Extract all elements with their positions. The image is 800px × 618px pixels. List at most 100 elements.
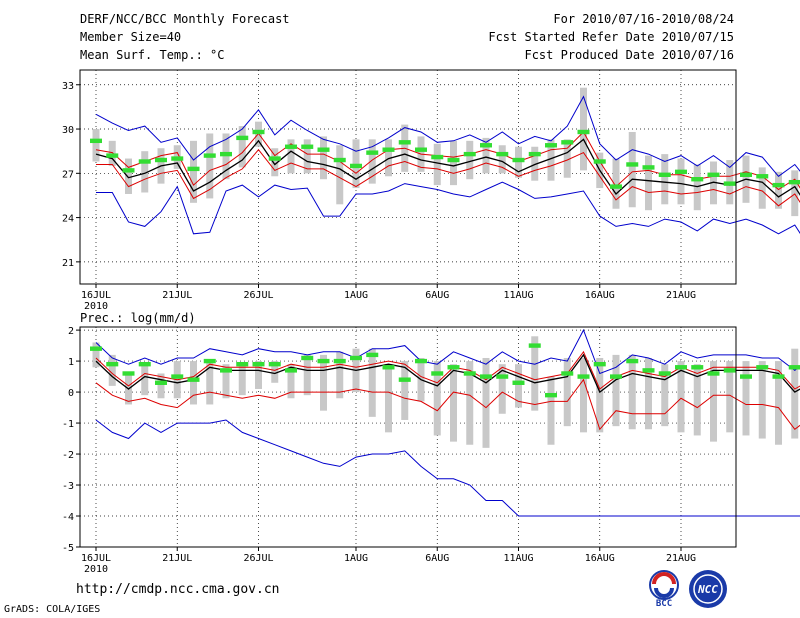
- prec-ytick-label: 2: [68, 326, 74, 337]
- temp-plot-frame: [79, 69, 737, 285]
- temp-median-marker: [740, 172, 752, 177]
- prec-median-marker: [561, 371, 574, 376]
- temp-median-marker: [203, 153, 216, 158]
- temp-spread-box: [791, 170, 799, 217]
- prec-spread-box: [628, 354, 636, 430]
- prec-xtick-label: 1AUG: [344, 553, 368, 564]
- prec-median-marker: [252, 361, 265, 367]
- temp-spread-box: [661, 154, 669, 205]
- prec-spread-box: [531, 336, 539, 411]
- prec-spread-box: [466, 361, 474, 445]
- temp-median-marker: [463, 151, 476, 157]
- prec-median-marker: [285, 368, 297, 373]
- temp-median-marker: [626, 162, 639, 167]
- prec-median-marker: [626, 358, 639, 364]
- prec-spread-box: [726, 361, 734, 433]
- temp-median-marker: [415, 147, 427, 152]
- prec-spread-box: [515, 364, 522, 408]
- temp-median-marker: [788, 179, 800, 185]
- prec-spread-box: [401, 361, 409, 420]
- temp-spread-box: [352, 139, 360, 189]
- prec-median-marker: [138, 361, 151, 367]
- prec-spread-box: [580, 357, 587, 433]
- prec-ytick-label: -4: [62, 512, 74, 523]
- temp-median-marker: [447, 157, 460, 163]
- temp-median-marker: [512, 157, 525, 163]
- temp-spread-box: [531, 146, 539, 181]
- prec-median-marker: [577, 374, 590, 379]
- forecast-title: DERF/NCC/BCC Monthly Forecast: [80, 12, 290, 26]
- prec-median-marker: [658, 371, 671, 376]
- prec-xtick-label: 21AUG: [666, 553, 696, 564]
- prec-median-marker: [301, 355, 314, 361]
- temp-ytick-label: 33: [62, 81, 74, 92]
- variable-label: Mean Surf. Temp.: °C: [80, 48, 225, 62]
- temp-median-marker: [350, 163, 362, 169]
- prec-median-marker: [512, 380, 525, 385]
- temp-xtick-label: 21JUL: [162, 290, 192, 301]
- temp-spread-box: [336, 145, 344, 205]
- prec-xtick-label: 16JUL: [81, 553, 111, 564]
- prec-median-marker: [740, 374, 752, 379]
- prec-median-marker: [723, 368, 736, 373]
- temp-median-marker: [642, 165, 655, 170]
- grads-credit: GrADS: COLA/IGES: [4, 604, 101, 615]
- temp-median-marker: [220, 151, 232, 157]
- temp-spread-box: [563, 139, 571, 178]
- temp-spread-box: [547, 139, 555, 181]
- prec-spread-box: [710, 361, 717, 442]
- temp-spread-box: [222, 133, 230, 180]
- temp-median-marker: [236, 135, 249, 141]
- prec-median-marker: [236, 361, 249, 367]
- prec-spread-box: [482, 357, 490, 448]
- prec-median-marker: [788, 365, 800, 370]
- prec-median-marker: [268, 361, 281, 367]
- prec-spread-box: [222, 364, 230, 399]
- prec-median-marker: [415, 358, 427, 364]
- temp-median-marker: [317, 147, 330, 152]
- temp-median-marker: [707, 172, 720, 177]
- temp-median-marker: [528, 151, 541, 157]
- temp-spread-box: [482, 137, 490, 174]
- prec-panel-label: Prec.: log(mm/d): [80, 311, 196, 325]
- temp-spread-box: [758, 167, 766, 209]
- prec-median-marker: [642, 368, 655, 373]
- temp-spread-box: [450, 140, 457, 186]
- refer-date: Fcst Started Refer Date 2010/07/15: [488, 30, 734, 44]
- prec-spread-box: [320, 354, 327, 411]
- temp-spread-box: [693, 164, 701, 211]
- source-url[interactable]: http://cmdp.ncc.cma.gov.cn: [76, 582, 280, 597]
- temp-median-marker: [138, 159, 151, 164]
- temp-spread-box: [580, 87, 587, 171]
- prec-spread-box: [677, 361, 685, 433]
- temp-median-marker: [756, 174, 769, 179]
- prec-ytick-label: 1: [68, 357, 74, 368]
- prec-xtick-label: 21JUL: [162, 553, 192, 564]
- prec-median-marker: [431, 371, 444, 376]
- prec-median-marker: [203, 358, 216, 364]
- prec-spread-box: [303, 354, 311, 396]
- temp-median-marker: [772, 182, 785, 188]
- temp-median-marker: [561, 140, 574, 145]
- temp-min-line: [96, 181, 800, 235]
- prec-median-marker: [480, 374, 492, 379]
- temp-median-marker: [593, 159, 606, 164]
- temp-median-marker: [496, 151, 509, 157]
- bcc-logo-text: BCC: [656, 599, 672, 608]
- temp-spread-box: [206, 133, 214, 199]
- temp-lower-line: [96, 148, 800, 207]
- prec-median-marker: [106, 361, 119, 367]
- temp-spread-box: [710, 161, 717, 205]
- prec-spread-box: [157, 373, 165, 399]
- prec-median-marker: [382, 365, 395, 370]
- member-size: Member Size=40: [80, 30, 182, 44]
- temp-median-marker: [691, 177, 704, 182]
- temp-median-marker: [480, 143, 492, 148]
- prec-median-marker: [366, 352, 379, 358]
- prec-plot-frame: [79, 326, 737, 548]
- temp-median-marker: [106, 153, 119, 158]
- prec-median-marker: [398, 377, 411, 382]
- prec-spread-box: [563, 357, 571, 427]
- temp-spread-box: [320, 136, 327, 180]
